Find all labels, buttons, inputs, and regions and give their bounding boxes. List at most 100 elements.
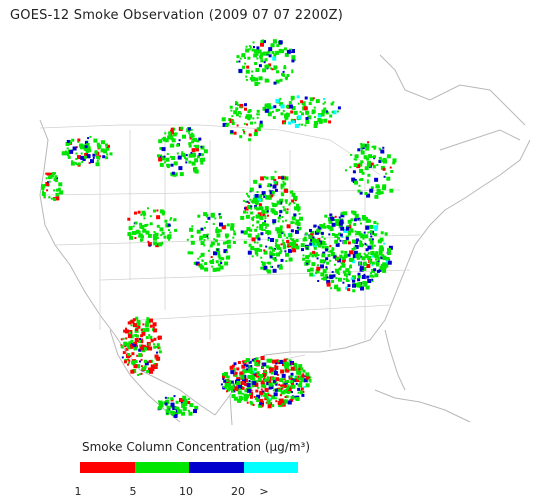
smoke-pixel bbox=[295, 245, 300, 250]
smoke-pixel bbox=[299, 391, 303, 395]
smoke-pixel bbox=[275, 227, 280, 232]
smoke-pixel bbox=[283, 358, 287, 362]
smoke-pixel bbox=[156, 224, 160, 228]
smoke-pixel bbox=[332, 110, 337, 115]
smoke-pixel bbox=[62, 151, 66, 156]
smoke-pixel bbox=[256, 399, 260, 403]
smoke-pixel bbox=[298, 123, 301, 126]
smoke-pixel bbox=[283, 378, 286, 381]
smoke-pixel bbox=[147, 367, 152, 372]
smoke-pixel bbox=[87, 150, 90, 153]
smoke-pixel bbox=[250, 395, 253, 398]
smoke-pixel bbox=[268, 397, 271, 400]
smoke-pixel bbox=[238, 68, 243, 73]
smoke-pixel bbox=[380, 247, 384, 252]
smoke-pixel bbox=[360, 143, 365, 148]
smoke-pixel bbox=[321, 235, 324, 238]
smoke-pixel bbox=[241, 392, 244, 395]
smoke-pixel bbox=[365, 225, 370, 230]
smoke-pixel bbox=[180, 126, 184, 130]
smoke-pixel bbox=[251, 384, 255, 388]
smoke-pixel bbox=[47, 181, 49, 184]
smoke-pixel bbox=[338, 216, 341, 219]
smoke-pixel bbox=[171, 156, 176, 160]
smoke-pixel bbox=[297, 368, 300, 371]
smoke-pixel bbox=[279, 97, 282, 100]
smoke-pixel bbox=[244, 200, 247, 203]
smoke-pixel bbox=[247, 233, 252, 238]
smoke-pixel bbox=[244, 383, 248, 387]
smoke-pixel bbox=[146, 317, 150, 321]
smoke-pixel bbox=[169, 155, 172, 158]
smoke-pixel bbox=[325, 248, 329, 252]
smoke-pixel bbox=[225, 382, 229, 386]
smoke-pixel bbox=[295, 397, 300, 401]
smoke-pixel bbox=[378, 185, 380, 188]
smoke-pixel bbox=[156, 351, 158, 354]
smoke-pixel bbox=[309, 267, 314, 272]
smoke-pixel bbox=[285, 201, 288, 204]
smoke-pixel bbox=[82, 144, 87, 149]
smoke-pixel bbox=[369, 188, 374, 193]
smoke-pixel bbox=[238, 60, 241, 63]
smoke-pixel bbox=[316, 264, 319, 267]
smoke-pixel bbox=[305, 383, 310, 388]
smoke-pixel bbox=[318, 119, 323, 124]
smoke-pixel bbox=[123, 360, 127, 364]
smoke-pixel bbox=[350, 229, 354, 233]
smoke-pixel bbox=[366, 143, 370, 147]
smoke-pixel bbox=[255, 371, 258, 374]
smoke-pixel bbox=[216, 250, 221, 255]
smoke-pixel bbox=[190, 251, 194, 255]
smoke-pixel bbox=[214, 239, 218, 243]
smoke-pixel bbox=[220, 383, 223, 386]
smoke-pixel bbox=[335, 242, 340, 247]
smoke-pixel bbox=[350, 218, 354, 222]
smoke-pixel bbox=[354, 233, 357, 236]
smoke-pixel bbox=[353, 246, 357, 250]
smoke-pixel bbox=[210, 241, 215, 246]
smoke-pixel bbox=[158, 157, 163, 162]
smoke-pixel bbox=[325, 257, 329, 261]
smoke-pixel bbox=[279, 378, 284, 383]
smoke-pixel bbox=[250, 77, 255, 82]
smoke-pixel bbox=[320, 264, 324, 269]
smoke-pixel bbox=[246, 123, 248, 126]
smoke-pixel bbox=[87, 143, 90, 146]
smoke-pixel bbox=[158, 406, 162, 409]
smoke-pixel bbox=[258, 185, 262, 189]
smoke-pixel bbox=[300, 389, 303, 392]
smoke-pixel bbox=[288, 104, 293, 109]
smoke-pixel bbox=[166, 405, 171, 410]
smoke-pixel bbox=[309, 241, 312, 244]
smoke-pixel bbox=[137, 374, 140, 376]
smoke-pixel bbox=[205, 215, 208, 218]
smoke-pixel bbox=[212, 223, 215, 225]
smoke-pixel bbox=[282, 109, 285, 112]
smoke-pixel bbox=[312, 250, 316, 254]
smoke-pixel bbox=[95, 162, 100, 167]
smoke-pixel bbox=[296, 95, 300, 99]
smoke-pixel bbox=[267, 236, 270, 239]
smoke-pixel bbox=[128, 226, 133, 231]
smoke-pixel bbox=[207, 216, 211, 220]
smoke-pixel bbox=[326, 280, 331, 284]
smoke-pixel bbox=[323, 107, 327, 111]
smoke-pixel bbox=[281, 176, 284, 180]
smoke-pixel bbox=[236, 389, 239, 392]
smoke-pixel bbox=[283, 399, 288, 404]
smoke-pixel bbox=[270, 67, 273, 70]
smoke-pixel bbox=[239, 112, 242, 115]
smoke-pixel bbox=[86, 154, 91, 159]
smoke-pixel bbox=[269, 371, 272, 374]
smoke-pixel bbox=[355, 158, 358, 161]
smoke-pixel bbox=[340, 250, 344, 254]
smoke-pixel bbox=[254, 194, 259, 198]
smoke-pixel bbox=[371, 145, 374, 148]
smoke-pixel bbox=[269, 265, 272, 268]
smoke-pixel bbox=[262, 213, 266, 217]
smoke-pixel bbox=[188, 409, 190, 412]
smoke-pixel bbox=[307, 115, 312, 120]
smoke-pixel bbox=[50, 197, 53, 200]
smoke-pixel bbox=[304, 124, 307, 127]
